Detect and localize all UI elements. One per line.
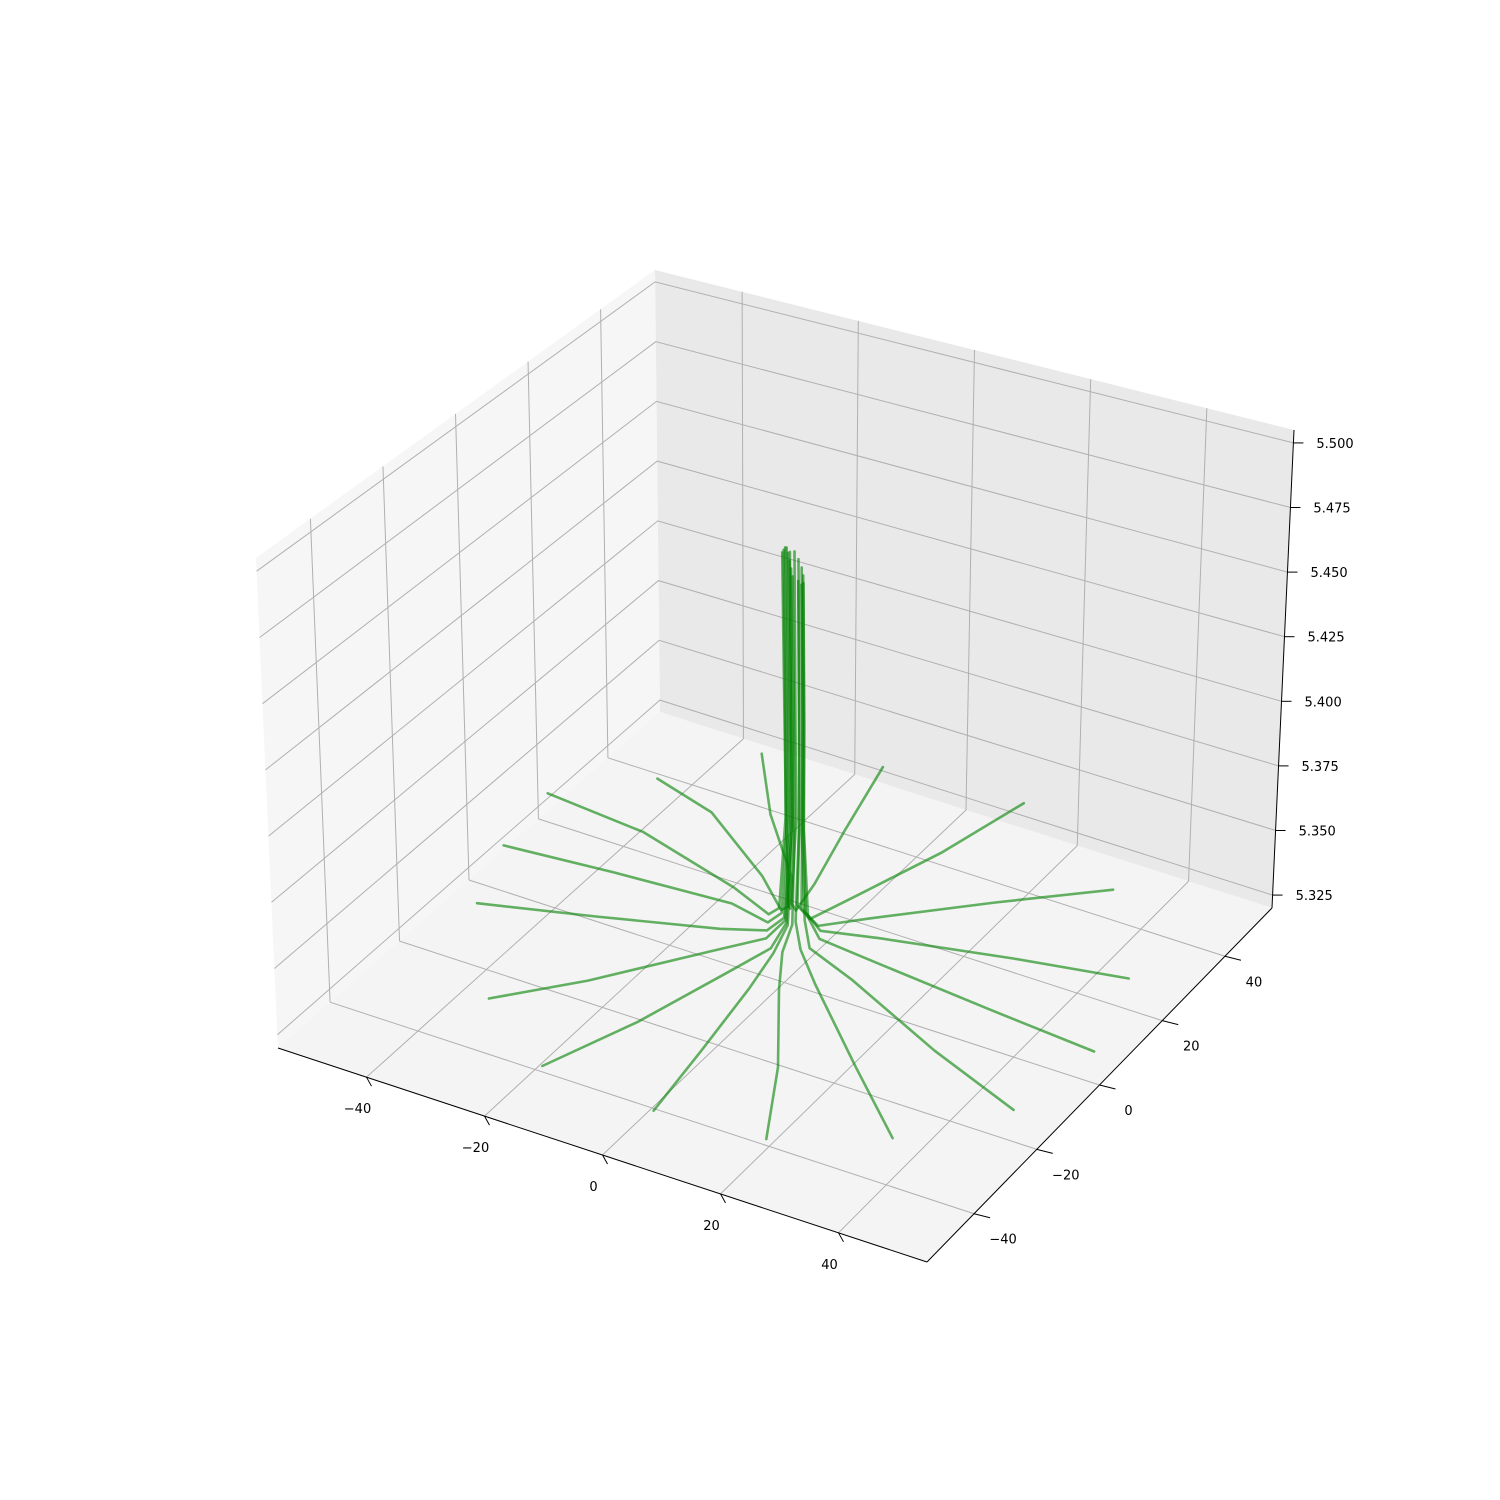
series-line: [796, 557, 1026, 921]
z-axis-line: [1271, 429, 1295, 909]
x-tick-label: −20: [462, 1141, 489, 1156]
x-tick-mark: [720, 1193, 726, 1204]
x-tick-label: 40: [821, 1258, 838, 1273]
z-gridline: [277, 699, 1273, 1036]
series-line: [764, 575, 796, 1141]
left-pane-light: [256, 270, 660, 1048]
z-tick-label: 5.450: [1310, 566, 1347, 581]
series-line: [760, 550, 794, 911]
z-gridline: [274, 639, 1276, 969]
x-tick-mark: [602, 1154, 608, 1165]
series-line: [487, 551, 792, 1000]
z-tick-label: 5.325: [1296, 889, 1333, 904]
x-tick-mark: [484, 1115, 490, 1126]
y-wall-gridline: [600, 309, 609, 758]
y-tick-label: 0: [1124, 1104, 1132, 1119]
floor-pane: [278, 712, 1272, 1262]
chart-grid: [256, 281, 1294, 1234]
x-wall-gridline: [1076, 379, 1092, 846]
y-floor-gridline: [399, 940, 1037, 1150]
z-tick-label: 5.500: [1316, 437, 1353, 452]
z-tick-label: 5.475: [1313, 502, 1350, 517]
x-tick-mark: [366, 1076, 372, 1087]
chart-panes: [256, 270, 1294, 1262]
y-floor-gridline: [607, 757, 1226, 957]
x-wall-gridline: [1188, 408, 1208, 882]
y-tick-mark: [1099, 1084, 1116, 1090]
y-tick-label: −40: [989, 1233, 1016, 1248]
y-floor-gridline: [329, 1001, 975, 1215]
series-line: [475, 546, 790, 932]
z-gridline: [268, 520, 1282, 837]
z-gridline: [259, 341, 1291, 638]
y-wall-gridline: [527, 361, 539, 819]
series-line: [790, 550, 885, 912]
z-tick-label: 5.400: [1305, 695, 1342, 710]
chart-ticks: −40 −20 0 20 40 −40 −20 0 20 40 5.325 5.350 5.375 5.4…: [344, 437, 1354, 1273]
chart-series: [475, 546, 1130, 1141]
x-tick-label: 0: [589, 1180, 597, 1195]
y-tick-label: 40: [1246, 975, 1263, 990]
x-tick-label: 20: [703, 1219, 720, 1234]
x-tick-label: −40: [344, 1102, 371, 1117]
y-tick-mark: [1224, 955, 1242, 961]
z-tick-label: 5.375: [1302, 760, 1339, 775]
series-line: [652, 567, 795, 1112]
y-wall-gridline: [455, 413, 470, 881]
z-gridline: [265, 460, 1285, 771]
y-tick-mark: [1162, 1020, 1179, 1026]
z-tick-label: 5.425: [1307, 631, 1344, 646]
z-tick-label: 5.350: [1299, 824, 1336, 839]
series-line: [502, 546, 789, 924]
y-tick-label: −20: [1052, 1168, 1079, 1183]
series-line: [546, 548, 787, 916]
z-gridline: [256, 281, 1294, 572]
x-wall-gridline: [965, 349, 975, 811]
y-tick-mark: [1036, 1148, 1053, 1154]
x-wall-gridline: [854, 320, 859, 775]
x-tick-mark: [838, 1232, 844, 1243]
z-gridline: [271, 580, 1279, 903]
y-wall-gridline: [309, 518, 331, 1003]
y-floor-gridline: [538, 818, 1163, 1022]
y-wall-gridline: [382, 466, 401, 942]
back-pane: [655, 270, 1294, 908]
y-tick-label: 20: [1183, 1040, 1200, 1055]
x-wall-gridline: [741, 291, 744, 739]
z-gridline: [262, 400, 1288, 705]
y-tick-mark: [973, 1213, 991, 1219]
